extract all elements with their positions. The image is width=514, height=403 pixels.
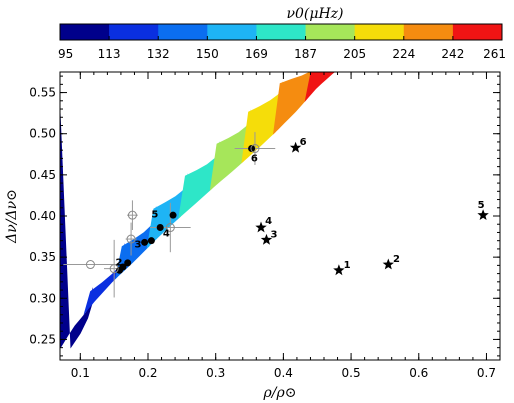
- y-tick-label: 0.25: [29, 332, 56, 346]
- y-tick-label: 0.30: [29, 291, 56, 305]
- colorbar-segment: [403, 24, 454, 40]
- x-tick-label: 0.2: [138, 366, 157, 380]
- filled-circle-point: [119, 263, 127, 271]
- y-tick-label: 0.35: [29, 250, 56, 264]
- x-tick-label: 0.3: [206, 366, 225, 380]
- point-annotation: 5: [478, 200, 485, 211]
- y-tick-label: 0.40: [29, 209, 56, 223]
- open-circle-point: [165, 223, 175, 233]
- nu0-band: [241, 81, 283, 164]
- colorbar-ticks: 95 113 132 150 169 187 205 224 242 261: [58, 36, 506, 61]
- point-annotation: 4: [265, 216, 272, 227]
- nu0-color-bands: [60, 72, 336, 350]
- filled-circle-point: [147, 237, 155, 245]
- errorbars: [63, 132, 276, 298]
- colorbar-tick-label: 187: [294, 47, 317, 61]
- star-point: [382, 258, 394, 270]
- y-tick-label: 0.45: [29, 168, 56, 182]
- axes: 0.1 0.2 0.3 0.4 0.5 0.6 0.7 0.25 0.30 0.35 0.40 0.4…: [29, 72, 500, 380]
- star-point: [260, 233, 273, 245]
- colorbar: [59, 23, 503, 41]
- colorbar-tick-label: 150: [196, 47, 219, 61]
- open-circle-point: [85, 260, 95, 270]
- colorbar-tick-label: 113: [98, 47, 121, 61]
- colorbar-tick-label: 169: [245, 47, 268, 61]
- colorbar-tick-label: 224: [392, 47, 415, 61]
- filled-circle-point: [156, 224, 164, 232]
- point-annotation: 2: [116, 257, 123, 268]
- x-axis-label: ρ/ρ⊙: [263, 385, 297, 401]
- nu0-band: [178, 141, 220, 219]
- colorbar-title: ν0(μHz): [286, 6, 343, 22]
- star-point: [477, 209, 489, 220]
- colorbar-tick-label: 242: [441, 47, 464, 61]
- filled-circle-point: [248, 145, 256, 153]
- point-annotation: 2: [393, 254, 400, 265]
- x-tick-label: 0.4: [274, 366, 293, 380]
- colorbar-segment: [60, 24, 110, 40]
- y-axis-label: Δν/Δν⊙: [4, 189, 20, 244]
- open-circle-point: [126, 234, 136, 244]
- colorbar-tick-label: 132: [147, 47, 170, 61]
- colorbar-segment: [305, 24, 356, 40]
- colorbar-segment: [109, 24, 159, 40]
- point-annotation: 6: [300, 137, 307, 148]
- colorbar-segment: [452, 24, 503, 40]
- colorbar-tick-label: 205: [343, 47, 366, 61]
- nu0-band: [273, 72, 314, 135]
- filled-circle-point: [124, 259, 132, 267]
- open-circle-point: [127, 210, 137, 220]
- y-tick-label: 0.55: [29, 86, 56, 100]
- colorbar-segment: [158, 24, 208, 40]
- colorbar-tick-label: 261: [483, 47, 506, 61]
- nu0-band: [304, 72, 336, 102]
- y-tick-label: 0.50: [29, 127, 56, 141]
- star-point: [333, 264, 345, 276]
- colorbar-frame: [59, 23, 503, 41]
- x-tick-label: 0.5: [342, 366, 361, 380]
- x-tick-label: 0.7: [477, 366, 496, 380]
- colorbar-tick-label: 95: [58, 47, 73, 61]
- nu0-band: [83, 242, 125, 315]
- colorbar-segment: [207, 24, 257, 40]
- filled-circle-point: [169, 211, 177, 219]
- star-point: [255, 221, 267, 233]
- colorbar-segment: [354, 24, 405, 40]
- point-annotation: 3: [271, 229, 278, 240]
- point-annotation: 3: [134, 239, 141, 250]
- x-tick-label: 0.1: [71, 366, 90, 380]
- star-point: [289, 141, 302, 153]
- nu0-band: [146, 173, 189, 249]
- open-circle-point: [109, 264, 119, 274]
- filled-circle-point: [141, 238, 149, 246]
- colorbar-segment: [256, 24, 307, 40]
- nu0-band: [60, 100, 94, 350]
- point-annotation: 1: [344, 260, 351, 271]
- open-circle-point: [250, 144, 260, 154]
- point-annotation: 4: [163, 229, 170, 240]
- x-tick-label: 0.6: [409, 366, 428, 380]
- markers: [85, 141, 489, 276]
- point-annotation: 6: [251, 154, 258, 165]
- point-annotation: 5: [151, 210, 158, 221]
- nu0-band: [209, 109, 252, 191]
